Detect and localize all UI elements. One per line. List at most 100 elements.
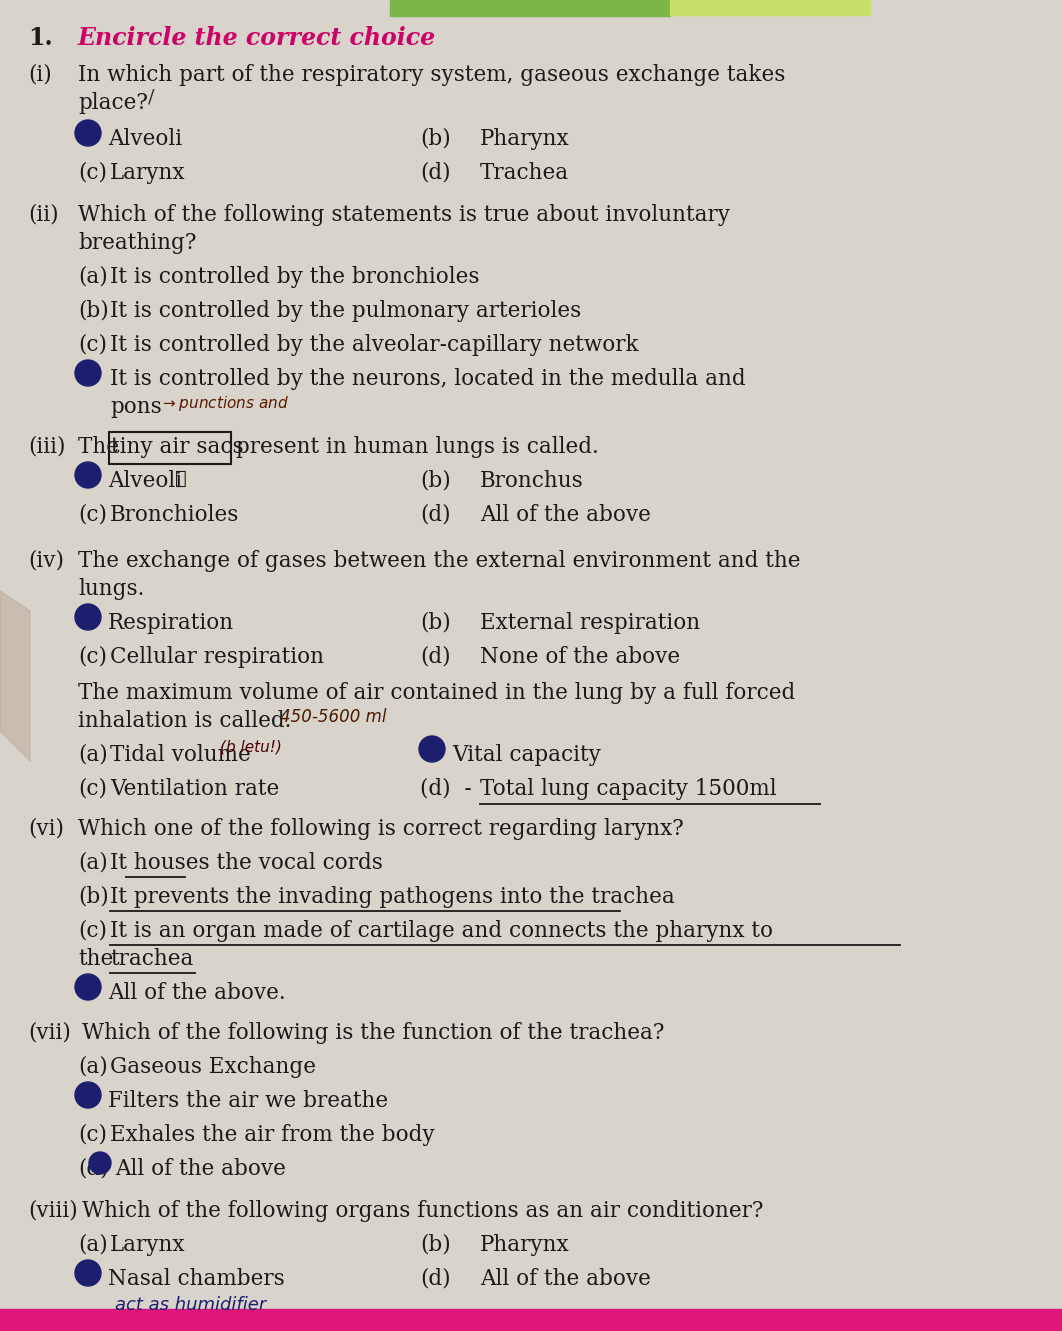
Text: tiny air sacs: tiny air sacs xyxy=(112,437,243,458)
Text: Vital capacity: Vital capacity xyxy=(452,744,601,767)
Text: (b): (b) xyxy=(419,470,450,492)
Text: (ii): (ii) xyxy=(28,204,58,226)
Text: the: the xyxy=(78,948,114,970)
Text: (b): (b) xyxy=(419,1234,450,1256)
Text: inhalation is called.: inhalation is called. xyxy=(78,709,291,732)
Text: (a): (a) xyxy=(78,852,107,874)
Bar xyxy=(0,1308,1062,1331)
Text: It is controlled by the bronchioles: It is controlled by the bronchioles xyxy=(110,266,480,287)
Text: trachea: trachea xyxy=(110,948,193,970)
Text: (vii): (vii) xyxy=(28,1022,71,1044)
Text: /: / xyxy=(148,88,155,106)
Text: It is controlled by the neurons, located in the medulla and: It is controlled by the neurons, located… xyxy=(110,367,746,390)
Text: 450-5600 ml: 450-5600 ml xyxy=(280,708,387,725)
Text: None of the above: None of the above xyxy=(480,646,680,668)
Text: All of the above: All of the above xyxy=(115,1158,286,1181)
Text: $\rightarrow$punctions and: $\rightarrow$punctions and xyxy=(160,394,289,413)
Text: present in human lungs is called.: present in human lungs is called. xyxy=(236,437,599,458)
Text: Filters the air we breathe: Filters the air we breathe xyxy=(108,1090,388,1111)
Text: Bronchioles: Bronchioles xyxy=(110,504,239,526)
Text: Tidal volume: Tidal volume xyxy=(110,744,251,767)
Text: (d)  -: (d) - xyxy=(419,779,472,800)
Text: act as humidifier: act as humidifier xyxy=(115,1296,267,1314)
Text: (c): (c) xyxy=(78,162,107,184)
Circle shape xyxy=(419,736,445,763)
Text: The maximum volume of air contained in the lung by a full forced: The maximum volume of air contained in t… xyxy=(78,681,795,704)
Text: Nasal chambers: Nasal chambers xyxy=(108,1268,285,1290)
Text: It is controlled by the alveolar-capillary network: It is controlled by the alveolar-capilla… xyxy=(110,334,638,355)
Circle shape xyxy=(75,462,101,488)
Text: (b letu!): (b letu!) xyxy=(220,740,281,755)
Text: (d): (d) xyxy=(419,646,450,668)
Text: (c): (c) xyxy=(78,1123,107,1146)
Text: It prevents the invading pathogens into the trachea: It prevents the invading pathogens into … xyxy=(110,886,674,908)
Text: It is an organ made of cartilage and connects the pharynx to: It is an organ made of cartilage and con… xyxy=(110,920,773,942)
Text: Which of the following organs functions as an air conditioner?: Which of the following organs functions … xyxy=(82,1201,764,1222)
Text: The exchange of gases between the external environment and the: The exchange of gases between the extern… xyxy=(78,550,801,572)
Text: Larynx: Larynx xyxy=(110,162,186,184)
Text: It is controlled by the pulmonary arterioles: It is controlled by the pulmonary arteri… xyxy=(110,299,581,322)
Text: (c): (c) xyxy=(78,334,107,355)
Text: (d): (d) xyxy=(419,504,450,526)
Circle shape xyxy=(75,120,101,146)
Text: Exhales the air from the body: Exhales the air from the body xyxy=(110,1123,434,1146)
Circle shape xyxy=(75,974,101,1000)
Text: Alveoli: Alveoli xyxy=(108,128,182,150)
Text: Which one of the following is correct regarding larynx?: Which one of the following is correct re… xyxy=(78,819,684,840)
Text: (d): (d) xyxy=(419,162,450,184)
Text: (a): (a) xyxy=(78,1234,107,1256)
Text: (vi): (vi) xyxy=(28,819,64,840)
Text: (a): (a) xyxy=(78,1055,107,1078)
Text: (i): (i) xyxy=(28,64,52,87)
Text: (d): (d) xyxy=(419,1268,450,1290)
Text: Larynx: Larynx xyxy=(110,1234,186,1256)
Circle shape xyxy=(75,1260,101,1286)
Text: Ventilation rate: Ventilation rate xyxy=(110,779,279,800)
Text: Bronchus: Bronchus xyxy=(480,470,584,492)
Text: All of the above: All of the above xyxy=(480,504,651,526)
Text: (iv): (iv) xyxy=(28,550,64,572)
Text: (b): (b) xyxy=(419,612,450,634)
Text: Cellular respiration: Cellular respiration xyxy=(110,646,324,668)
Text: The: The xyxy=(78,437,126,458)
Bar xyxy=(670,0,870,15)
Text: lungs.: lungs. xyxy=(78,578,144,600)
Text: place?: place? xyxy=(78,92,148,114)
Text: (b): (b) xyxy=(419,128,450,150)
Text: Total lung capacity 1500ml: Total lung capacity 1500ml xyxy=(480,779,776,800)
Text: ✓: ✓ xyxy=(175,470,187,488)
Text: (c): (c) xyxy=(78,779,107,800)
Text: Gaseous Exchange: Gaseous Exchange xyxy=(110,1055,316,1078)
Text: All of the above.: All of the above. xyxy=(108,982,286,1004)
Text: (b): (b) xyxy=(78,299,108,322)
Text: (d): (d) xyxy=(78,1158,108,1181)
Text: Pharynx: Pharynx xyxy=(480,128,569,150)
Circle shape xyxy=(75,604,101,630)
Text: Which of the following is the function of the trachea?: Which of the following is the function o… xyxy=(82,1022,665,1044)
Text: It houses the vocal cords: It houses the vocal cords xyxy=(110,852,383,874)
Bar xyxy=(109,433,232,465)
Text: (c): (c) xyxy=(78,646,107,668)
Text: Trachea: Trachea xyxy=(480,162,569,184)
Polygon shape xyxy=(0,591,30,761)
Text: (viii): (viii) xyxy=(28,1201,78,1222)
Text: (b): (b) xyxy=(78,886,108,908)
Circle shape xyxy=(75,1082,101,1107)
Text: Alveoli: Alveoli xyxy=(108,470,182,492)
Text: (a): (a) xyxy=(78,744,107,767)
Text: Encircle the correct choice: Encircle the correct choice xyxy=(78,27,436,51)
Text: breathing?: breathing? xyxy=(78,232,196,254)
Text: In which part of the respiratory system, gaseous exchange takes: In which part of the respiratory system,… xyxy=(78,64,786,87)
Text: (a): (a) xyxy=(78,266,107,287)
Circle shape xyxy=(75,359,101,386)
Text: (c): (c) xyxy=(78,504,107,526)
Text: All of the above: All of the above xyxy=(480,1268,651,1290)
Circle shape xyxy=(89,1153,112,1174)
Text: (c): (c) xyxy=(78,920,107,942)
Text: 1.: 1. xyxy=(28,27,53,51)
Text: External respiration: External respiration xyxy=(480,612,700,634)
Text: pons: pons xyxy=(110,397,161,418)
Text: Respiration: Respiration xyxy=(108,612,234,634)
Text: Pharynx: Pharynx xyxy=(480,1234,569,1256)
Text: Which of the following statements is true about involuntary: Which of the following statements is tru… xyxy=(78,204,730,226)
